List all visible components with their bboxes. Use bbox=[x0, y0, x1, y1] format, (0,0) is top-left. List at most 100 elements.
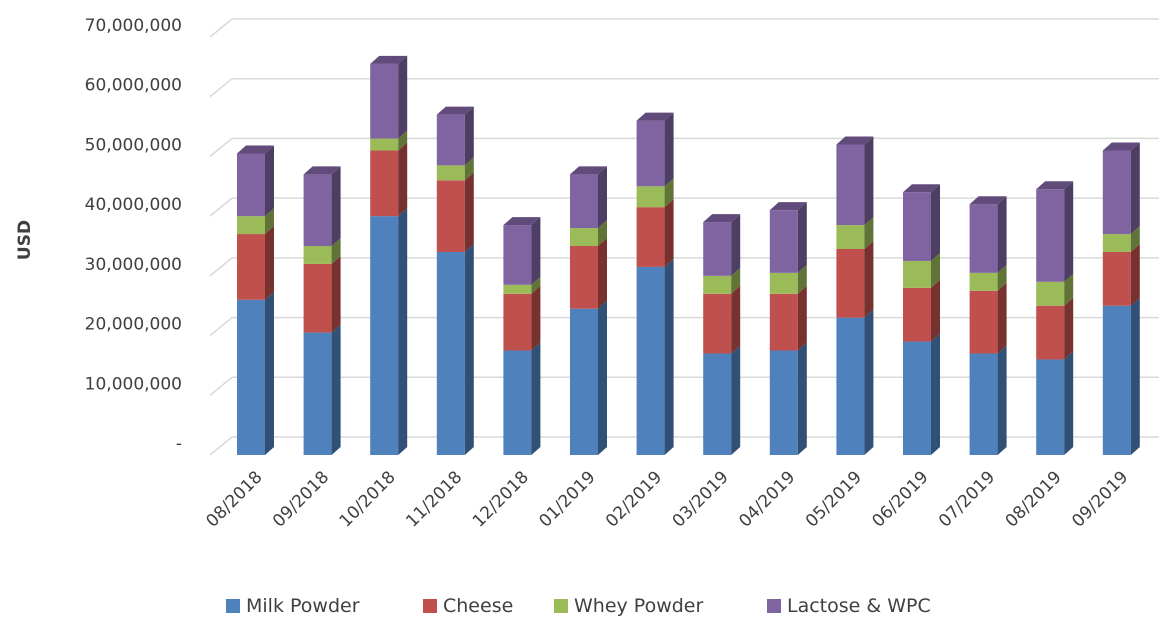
y-tick-label: 40,000,000 bbox=[85, 195, 182, 215]
bar-front bbox=[503, 225, 532, 285]
bar-front bbox=[503, 284, 532, 294]
bar-segment bbox=[903, 252, 940, 288]
bar-front bbox=[237, 153, 265, 217]
bar-front bbox=[836, 248, 865, 318]
bar-segment bbox=[1102, 142, 1140, 235]
bar-side bbox=[464, 243, 474, 455]
bar-side bbox=[997, 264, 1007, 291]
bar-segment bbox=[703, 345, 741, 455]
legend-item: Cheese bbox=[423, 595, 513, 617]
x-axis-ticks: 08/2018 09/2018 10/2018 11/2018 12/2018 01/20… bbox=[202, 467, 1132, 531]
bar-front bbox=[969, 272, 998, 291]
bar-front bbox=[436, 165, 465, 181]
bar-side bbox=[797, 285, 807, 351]
bar-front bbox=[903, 341, 931, 455]
bar-segment bbox=[370, 130, 408, 151]
gridline-diagonal bbox=[209, 257, 233, 277]
bar-top bbox=[636, 112, 674, 121]
bar-side bbox=[265, 291, 274, 455]
bar-segment bbox=[1036, 351, 1074, 455]
bar-side bbox=[464, 157, 474, 181]
bar-front bbox=[303, 174, 332, 246]
bar-side bbox=[1064, 273, 1074, 306]
legend-item: Whey Powder bbox=[554, 595, 703, 617]
y-axis-title: USD bbox=[15, 220, 35, 260]
bar-top bbox=[903, 184, 940, 193]
bar-front bbox=[703, 293, 732, 354]
bar-side bbox=[464, 172, 474, 252]
x-tick-label: 12/2018 bbox=[469, 467, 533, 531]
legend-swatch bbox=[767, 599, 781, 613]
y-tick-label: 60,000,000 bbox=[85, 76, 182, 96]
bar-front bbox=[237, 216, 265, 235]
bar-side bbox=[931, 279, 940, 342]
bar-side bbox=[531, 342, 541, 455]
bar-segment bbox=[1102, 243, 1140, 306]
y-tick-label: 50,000,000 bbox=[85, 135, 182, 155]
bar-front bbox=[1036, 359, 1065, 455]
bar-segment bbox=[969, 345, 1007, 455]
bar-top bbox=[703, 214, 741, 223]
bar-side bbox=[598, 238, 607, 309]
x-tick-label: 08/2019 bbox=[1002, 467, 1066, 531]
bar-side bbox=[598, 300, 607, 455]
bar-side bbox=[731, 214, 741, 276]
bar-top bbox=[503, 217, 541, 226]
bar-side bbox=[1064, 297, 1074, 360]
bar-segment bbox=[237, 208, 274, 235]
bar-segment bbox=[370, 55, 408, 139]
gridline-diagonal bbox=[209, 376, 233, 396]
bar-side bbox=[864, 217, 874, 249]
bar-side bbox=[664, 112, 674, 187]
bar-segment bbox=[570, 166, 607, 229]
x-tick-label: 07/2019 bbox=[935, 467, 999, 531]
bar-front bbox=[370, 216, 399, 455]
bar-front bbox=[969, 204, 998, 273]
x-tick-label: 11/2018 bbox=[402, 467, 466, 531]
bar-top bbox=[303, 166, 341, 175]
bar-front bbox=[436, 180, 465, 252]
bar-front bbox=[570, 174, 598, 229]
x-tick-label: 09/2018 bbox=[269, 467, 333, 531]
bar-front bbox=[636, 186, 665, 208]
bar-side bbox=[265, 145, 274, 217]
bar-front bbox=[903, 287, 931, 342]
bar-segment bbox=[370, 142, 408, 217]
bar-front bbox=[303, 246, 332, 264]
gridline-diagonal bbox=[209, 137, 233, 158]
bar-front bbox=[903, 260, 931, 288]
bar-segment bbox=[769, 285, 807, 351]
y-axis-ticks: - 10,000,000 20,000,000 30,000,000 40,000,00… bbox=[85, 16, 182, 454]
bar-segment bbox=[1102, 297, 1140, 455]
bar-segment bbox=[1036, 181, 1074, 282]
gridline-diagonal bbox=[209, 197, 233, 217]
bar-segment bbox=[703, 285, 741, 354]
bar-front bbox=[237, 299, 265, 455]
gridline-diagonal bbox=[209, 436, 233, 456]
bar-front bbox=[503, 350, 532, 455]
bar-segment bbox=[703, 214, 741, 276]
bar-front bbox=[237, 234, 265, 300]
bar-front bbox=[1036, 189, 1065, 282]
bar-side bbox=[931, 184, 940, 261]
bar-side bbox=[398, 208, 408, 455]
bar-segment bbox=[703, 267, 741, 294]
x-tick-label: 02/2019 bbox=[602, 467, 666, 531]
bar-side bbox=[731, 267, 741, 294]
bar-side bbox=[331, 255, 341, 333]
y-tick-label: 10,000,000 bbox=[85, 374, 182, 394]
bar-top bbox=[836, 136, 874, 145]
x-tick-label: 03/2019 bbox=[669, 467, 733, 531]
bar-front bbox=[703, 275, 732, 294]
bar-side bbox=[731, 285, 741, 354]
bar-side bbox=[265, 208, 274, 235]
bar-top bbox=[370, 55, 408, 64]
bar-side bbox=[997, 196, 1007, 273]
bar-front bbox=[969, 353, 998, 455]
bar-top bbox=[969, 196, 1007, 205]
bar-segment bbox=[836, 240, 874, 318]
bar-side bbox=[398, 142, 408, 217]
bar-segment bbox=[1036, 297, 1074, 360]
bar-segment bbox=[636, 258, 674, 455]
